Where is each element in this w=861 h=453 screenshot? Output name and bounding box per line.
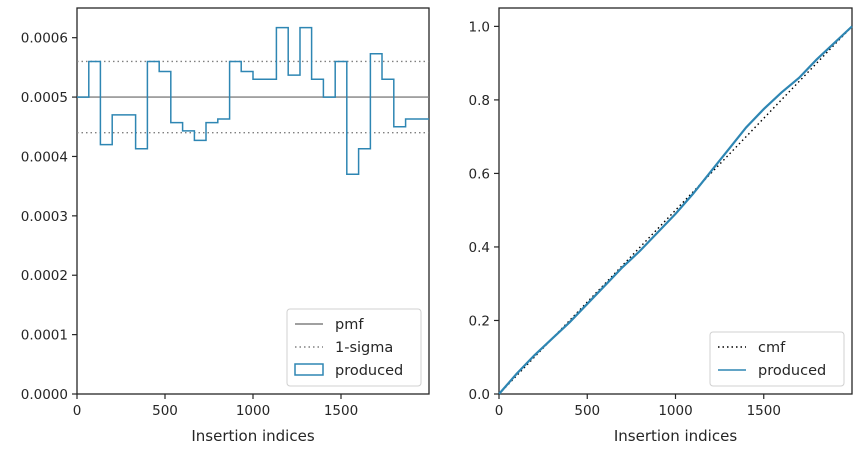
left-legend-handle [294,363,324,376]
left-y-tick-label: 0.0003 [21,209,68,225]
right-y-tick-label: 0.6 [469,166,490,182]
left-y-tick-label: 0.0006 [21,31,68,47]
left-x-tick-label: 0 [73,403,82,419]
right-y-tick-label: 0.8 [469,93,490,109]
right-series-group [498,25,853,395]
right-legend-box [709,331,845,387]
left-series-group [77,26,429,176]
left-legend-box [286,308,422,387]
produced-line [498,25,853,395]
right-legend: cmf produced [709,331,845,387]
left-legend-label: produced [335,363,403,379]
left-x-ticks: 0 500 1000 1500 [73,394,358,419]
right-legend-label: cmf [758,340,786,356]
histogram-panel: 0 500 1000 1500 0.00000.00010.00020.00030.0… [21,7,430,445]
left-legend-label: pmf [335,317,364,333]
right-y-ticks: 0.0 0.2 0.4 0.6 0.8 1.0 [469,19,499,403]
left-y-tick-label: 0.0000 [21,387,68,403]
left-y-tick-label: 0.0005 [21,90,68,106]
left-y-tick-label: 0.0001 [21,328,68,344]
right-x-tick-label: 1000 [658,403,692,419]
right-x-tick-label: 0 [495,403,504,419]
produced-histogram [77,26,429,176]
left-y-tick-label: 0.0002 [21,268,68,284]
right-y-tick-label: 0.2 [469,313,490,329]
cdf-panel: 0 500 1000 1500 0.0 0.2 0.4 0.6 0.8 1.0 Insertio… [469,7,853,445]
left-legend: pmf 1-sigma produced [286,308,422,387]
left-x-axis-label: Insertion indices [191,427,314,445]
right-x-tick-label: 500 [574,403,600,419]
left-y-ticks: 0.0000 0.0001 0.0002 0.0003 0.0004 0.0005 0.00… [21,31,77,403]
right-y-tick-label: 0.0 [469,387,490,403]
right-x-ticks: 0 500 1000 1500 [495,394,781,419]
left-x-tick-label: 1500 [324,403,358,419]
right-y-tick-label: 0.4 [469,240,490,256]
left-y-tick-label: 0.0004 [21,149,68,165]
right-legend-label: produced [758,363,826,379]
right-x-tick-label: 1500 [747,403,781,419]
left-x-tick-label: 500 [152,403,178,419]
right-x-axis-label: Insertion indices [614,427,737,445]
left-legend-label: 1-sigma [335,340,393,356]
left-x-tick-label: 1000 [236,403,270,419]
right-y-tick-label: 1.0 [469,19,490,35]
